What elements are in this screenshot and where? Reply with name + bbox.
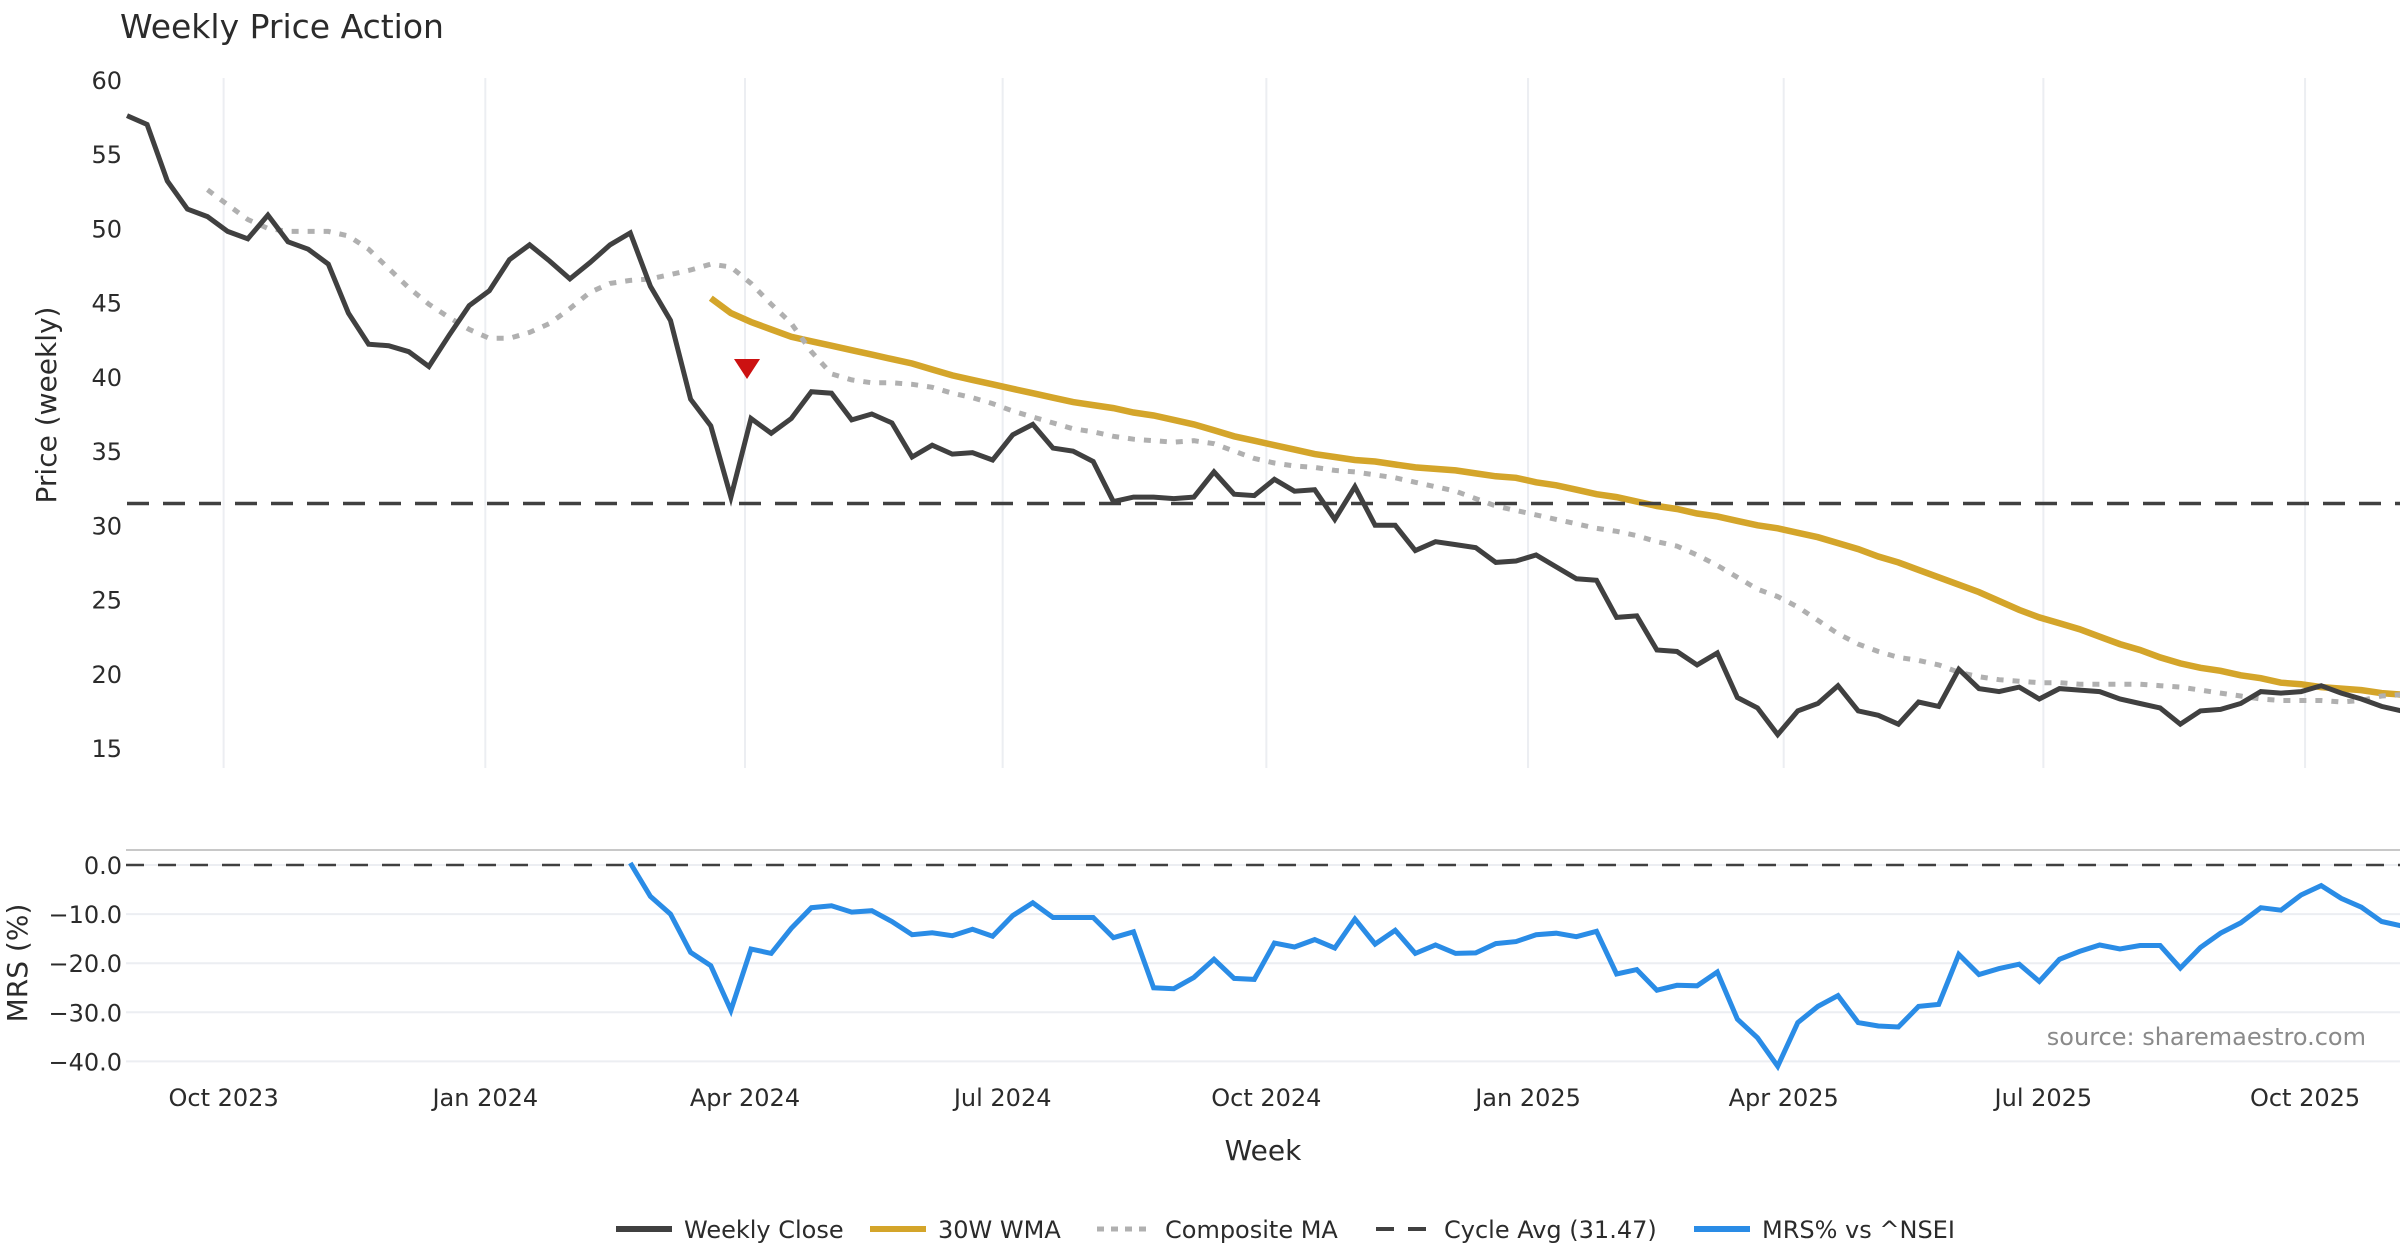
mrs-y-tick-label: 0.0 [84,852,122,880]
x-tick-label: Jan 2024 [430,1084,538,1112]
mrs-y-tick-label: −30.0 [48,999,122,1027]
price-y-tick-label: 30 [91,512,122,540]
price-y-tick-label: 20 [91,661,122,689]
legend-label: MRS% vs ^NSEI [1762,1216,1955,1244]
legend-label: Weekly Close [684,1216,844,1244]
x-tick-label: Oct 2023 [169,1084,279,1112]
legend-label: Composite MA [1165,1216,1338,1244]
price-y-axis-label: Price (weekly) [30,307,63,504]
price-y-tick-label: 60 [91,67,122,95]
price-y-ticks: 15 20 25 30 35 40 45 50 55 60 [91,67,122,763]
legend-item-1: 30W WMA [870,1216,1061,1244]
x-tick-label: Apr 2024 [690,1084,800,1112]
legend-item-2: Composite MA [1097,1216,1338,1244]
price-y-tick-label: 55 [91,141,122,169]
legend-label: 30W WMA [938,1216,1061,1244]
sell-signal-marker [734,358,761,379]
x-axis-label: Week [1225,1134,1302,1167]
mrs-y-axis-label: MRS (%) [1,904,34,1023]
x-tick-label: Jul 2024 [952,1084,1052,1112]
mrs-y-tick-label: −10.0 [48,901,122,929]
price-y-tick-label: 50 [91,215,122,243]
legend-item-3: Cycle Avg (31.47) [1376,1216,1657,1244]
source-annotation: source: sharemaestro.com [2047,1023,2366,1051]
x-tick-label: Apr 2025 [1729,1084,1839,1112]
series-mrs-vs-nsei [628,861,2400,1072]
x-tick-label: Jul 2025 [1993,1084,2093,1112]
mrs-y-ticks: 0.0 −10.0 −20.0 −30.0 −40.0 [48,852,122,1076]
price-gridlines [222,78,2307,768]
legend: Weekly Close 30W WMA Composite MA Cycle Avg… [616,1216,1955,1244]
x-tick-label: Oct 2025 [2250,1084,2360,1112]
legend-label: Cycle Avg (31.47) [1444,1216,1657,1244]
price-y-tick-label: 40 [91,364,122,392]
chart-title: Weekly Price Action [120,7,444,46]
x-ticks: Oct 2023 Jan 2024 Apr 2024 Jul 2024 Oct 2024… [169,1084,2361,1112]
price-y-tick-label: 45 [91,290,122,318]
mrs-series [628,861,2400,1072]
price-series [125,113,2400,739]
price-markers [734,358,761,379]
x-tick-label: Oct 2024 [1211,1084,1321,1112]
mrs-y-tick-label: −40.0 [48,1048,122,1076]
x-tick-label: Jan 2025 [1473,1084,1581,1112]
series-composite-ma [206,187,2400,705]
price-y-tick-label: 25 [91,587,122,615]
price-y-tick-label: 15 [91,735,122,763]
mrs-y-tick-label: −20.0 [48,950,122,978]
series-30w-wma [708,295,2400,698]
price-y-tick-label: 35 [91,438,122,466]
series-weekly-close [125,113,2400,739]
legend-item-4: MRS% vs ^NSEI [1694,1216,1955,1244]
legend-item-0: Weekly Close [616,1216,844,1244]
